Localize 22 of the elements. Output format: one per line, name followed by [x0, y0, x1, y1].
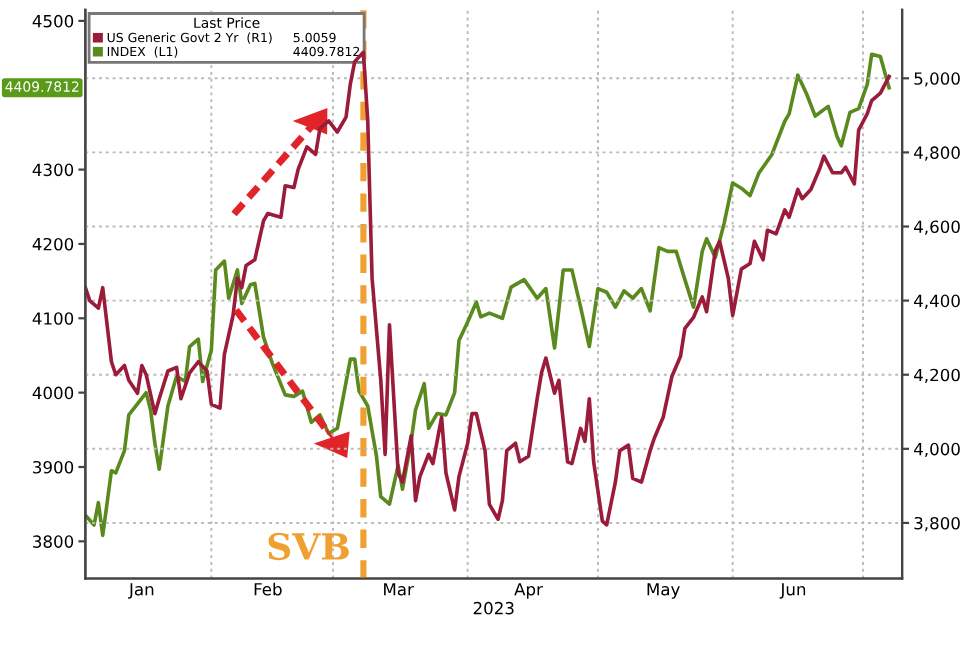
y-tick-label: 4200 [32, 237, 74, 251]
x-tick-label: Jan [128, 583, 154, 599]
y-tick-label: 3800 [33, 535, 74, 548]
y2-tick-label: 4,800 [914, 146, 960, 161]
ref-line-label: SVB [268, 532, 349, 561]
y-tick-label: 3900 [33, 460, 74, 474]
y-tick-label: 4100 [32, 312, 74, 325]
y2-tick-label: 4,000 [914, 442, 960, 458]
x-tick-label: Mar [384, 583, 414, 596]
x-tick-label: Jun [779, 583, 806, 599]
x-tick-label: May [647, 583, 680, 599]
y-tick-label: 4300 [32, 163, 74, 177]
y-tick-label: 4000 [32, 386, 74, 400]
y2-tick-label: 3,800 [914, 516, 960, 532]
y2-tick-label: 4,400 [914, 294, 960, 309]
x-axis-title: 2023 [473, 601, 514, 615]
y-tick-label: 4500 [32, 14, 74, 28]
x-tick-label: Apr [514, 583, 543, 599]
x-tick-label: Feb [254, 582, 282, 596]
y2-tick-label: 4,200 [914, 368, 960, 383]
y2-tick-label: 4,600 [914, 220, 960, 235]
y2-tick-label: 5,000 [914, 72, 960, 87]
